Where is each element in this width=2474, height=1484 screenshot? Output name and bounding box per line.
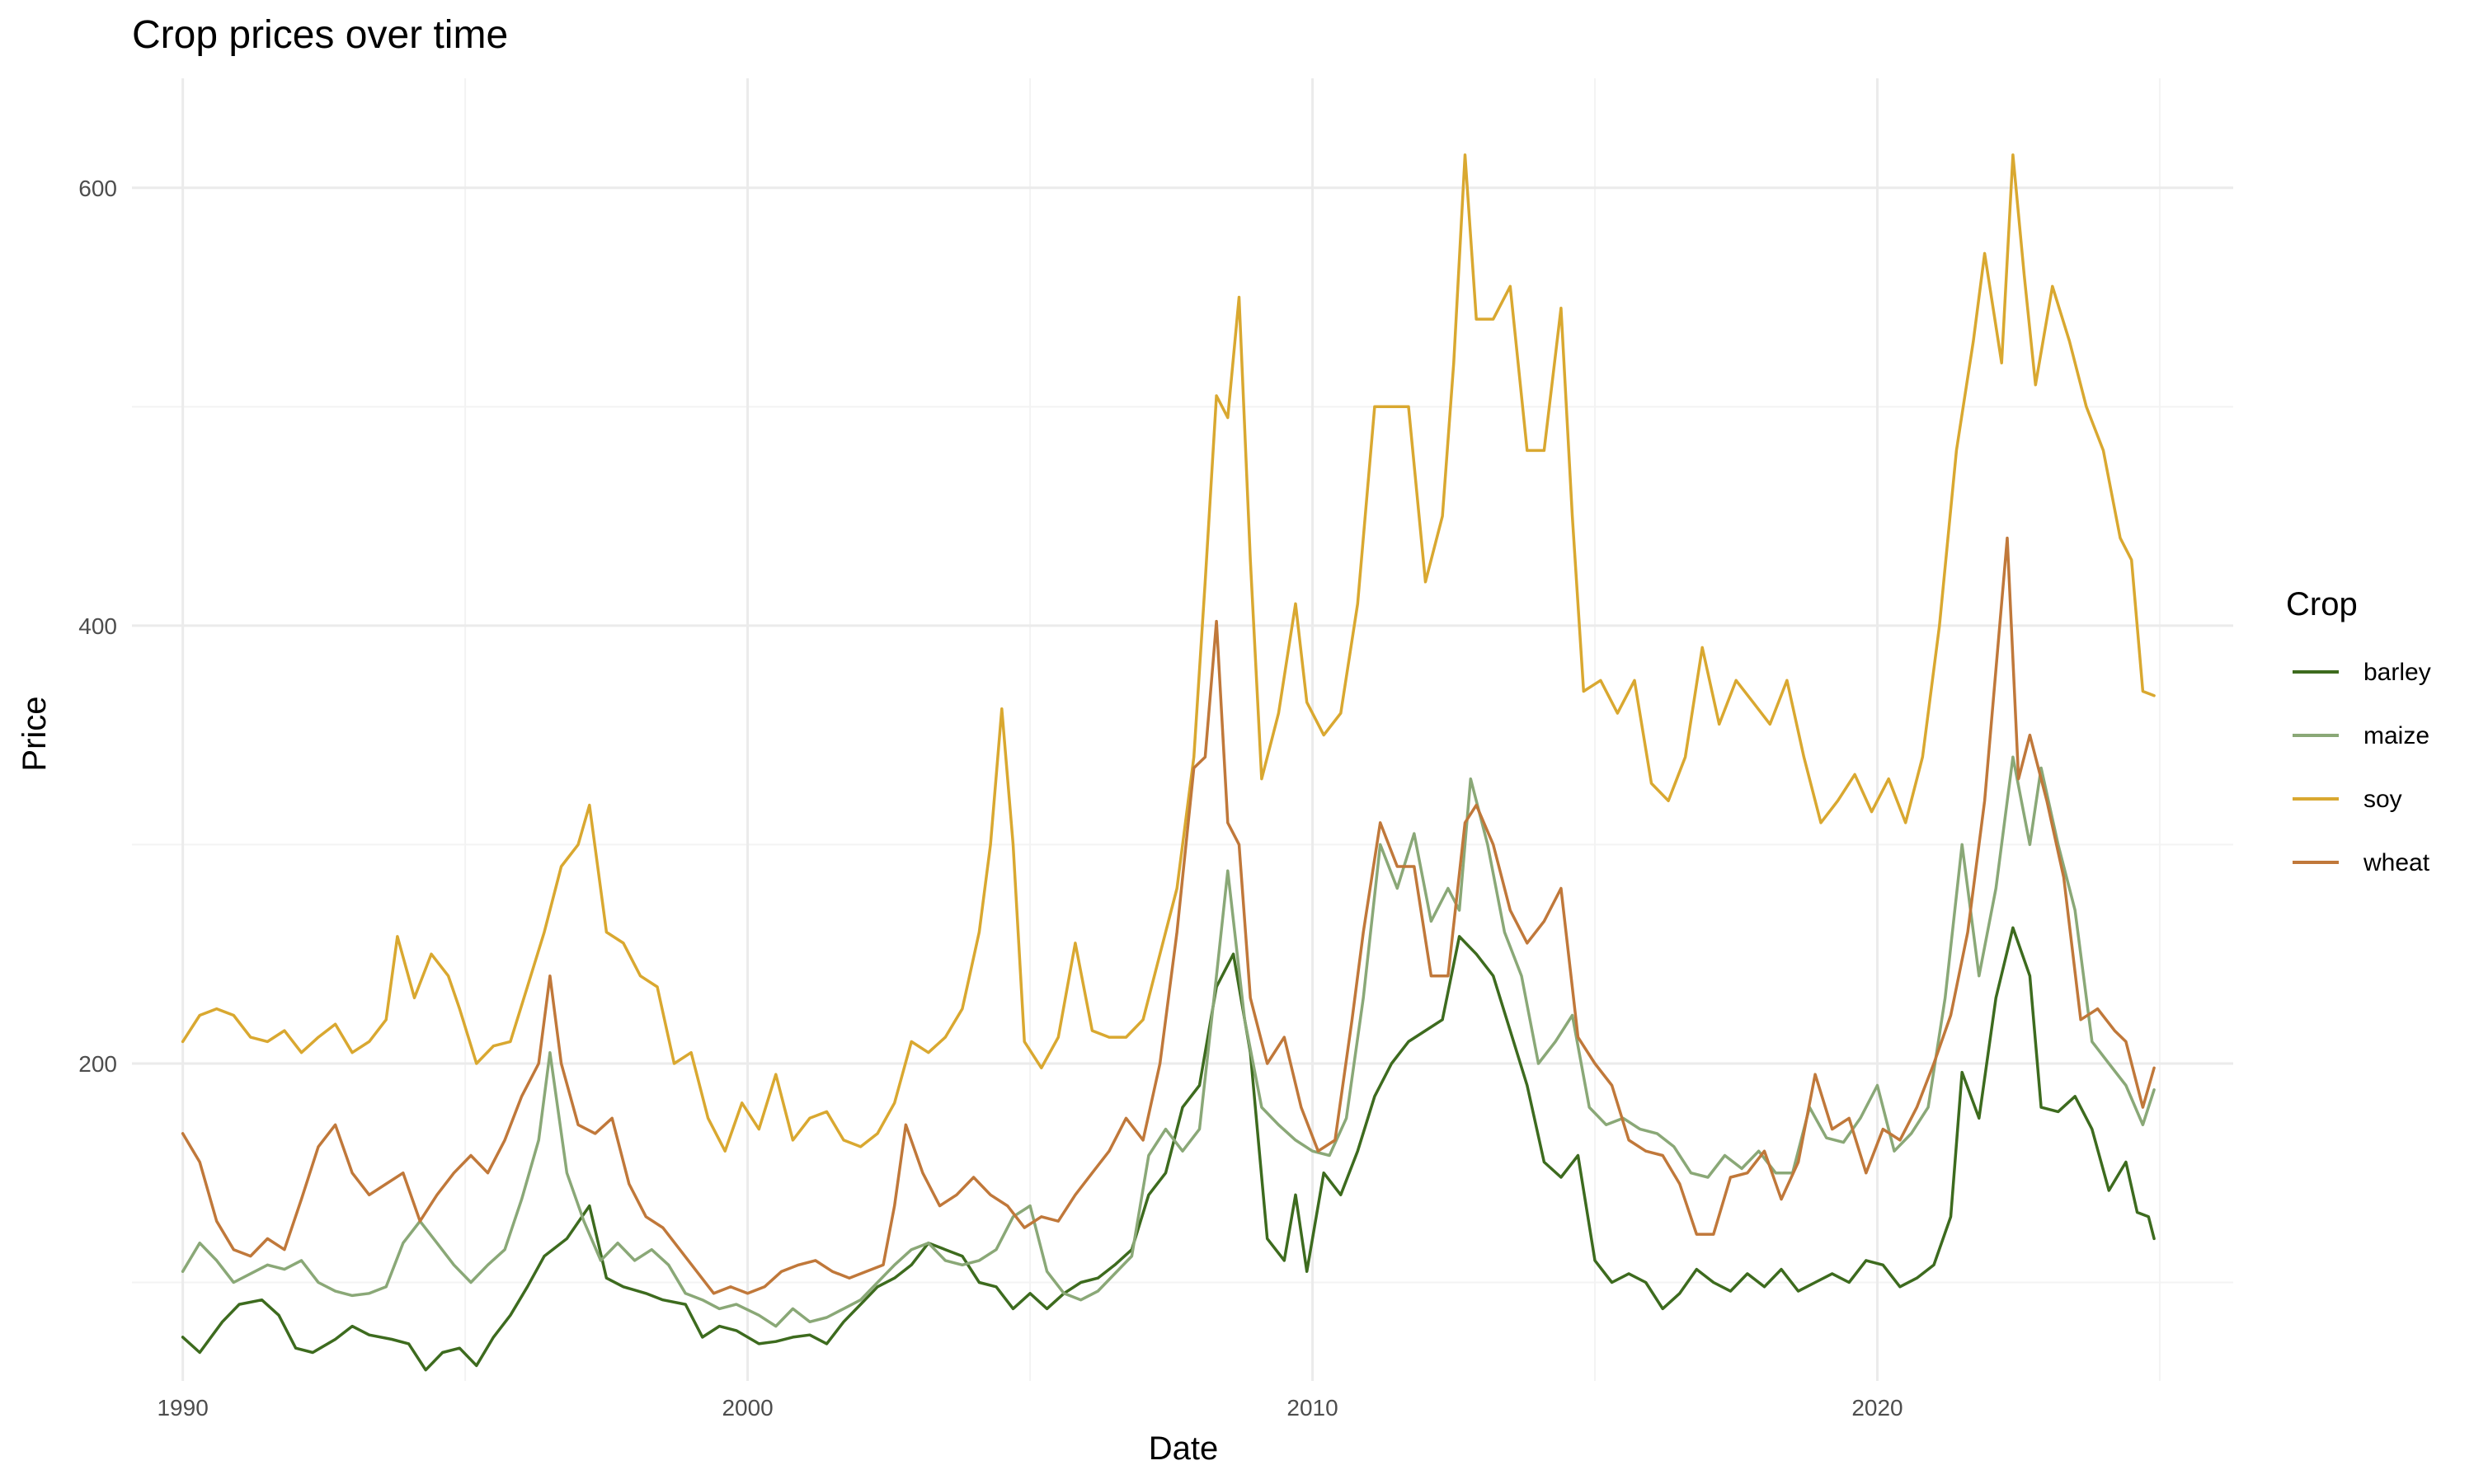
chart-title: Crop prices over time xyxy=(132,13,508,57)
series-line-soy xyxy=(181,153,2156,1153)
grid-layer xyxy=(132,78,2233,1381)
series-line-wheat xyxy=(181,536,2156,1295)
x-axis-title: Date xyxy=(1149,1430,1219,1467)
x-tick-label: 1990 xyxy=(157,1395,208,1421)
legend-label-maize: maize xyxy=(2363,722,2429,749)
legend-title: Crop xyxy=(2286,586,2358,622)
y-tick-label: 200 xyxy=(78,1051,117,1077)
legend-label-barley: barley xyxy=(2363,659,2431,686)
legend-label-wheat: wheat xyxy=(2363,849,2430,876)
x-tick-label: 2010 xyxy=(1286,1395,1338,1421)
y-axis-title: Price xyxy=(16,696,53,771)
legend: Crop barley maize soy wheat xyxy=(2286,586,2431,876)
legend-label-soy: soy xyxy=(2363,786,2402,813)
x-tick-label: 2000 xyxy=(722,1395,773,1421)
legend-items: barley maize soy wheat xyxy=(2293,659,2431,876)
series-layer xyxy=(181,153,2156,1372)
x-tick-label: 2020 xyxy=(1851,1395,1903,1421)
axis-layer: 1990 2000 2010 2020 200 400 600 xyxy=(78,176,1903,1421)
y-tick-label: 600 xyxy=(78,176,117,201)
series-line-maize xyxy=(181,755,2156,1328)
y-tick-label: 400 xyxy=(78,613,117,639)
